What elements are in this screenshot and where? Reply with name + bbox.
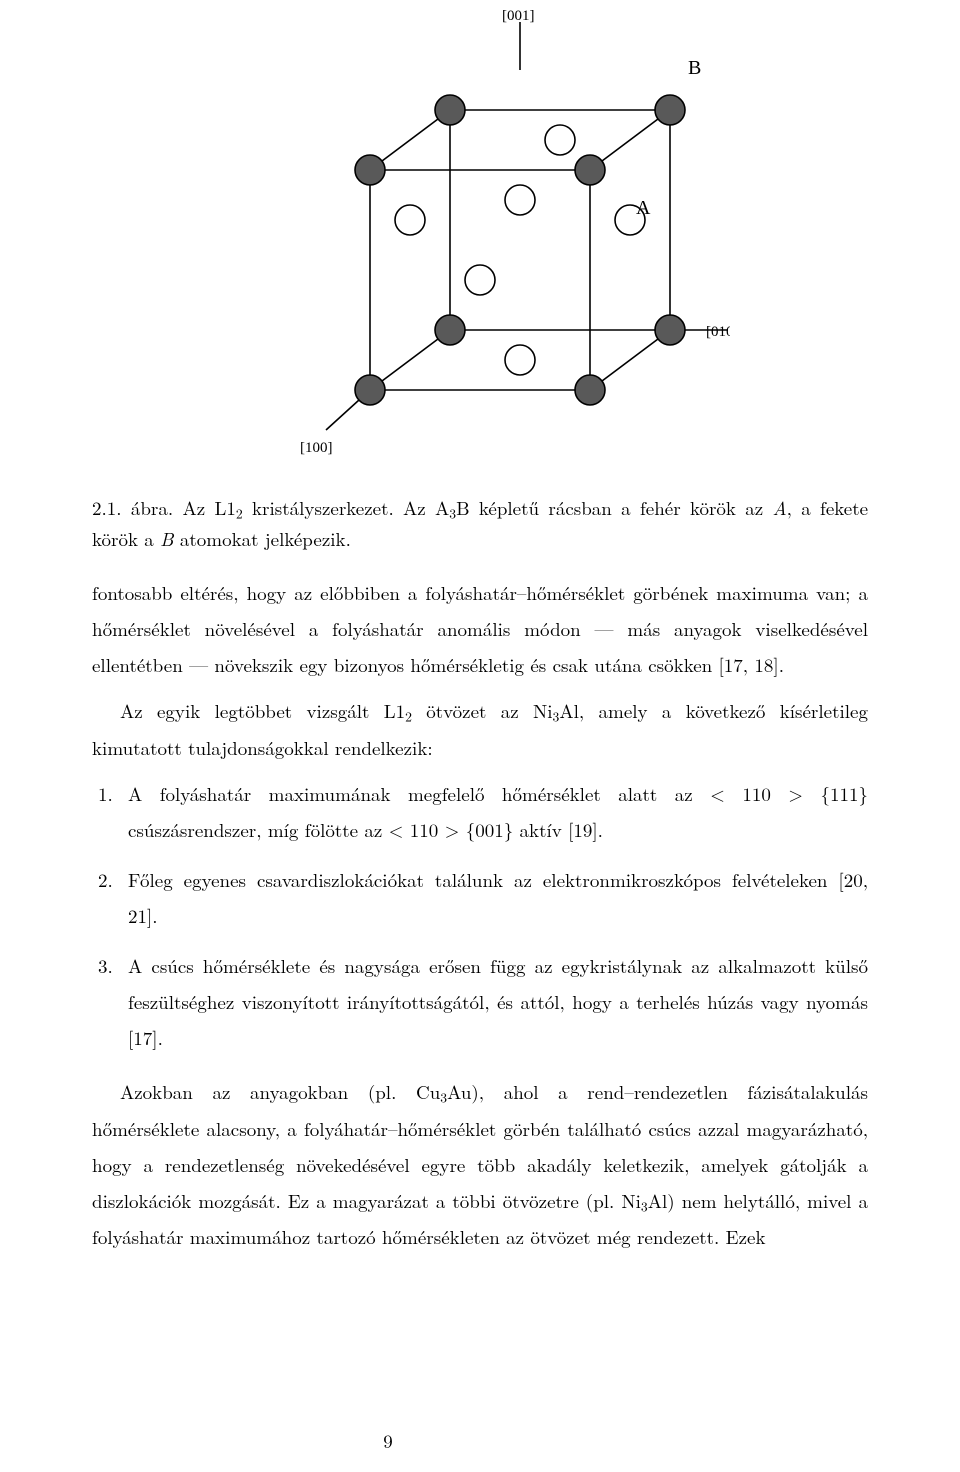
paragraph-3: Azokban az anyagokban (pl. Cu3Au), ahol … bbox=[92, 1074, 868, 1255]
list-item: 2. Főleg egyenes csavardiszlokációkat ta… bbox=[92, 862, 868, 934]
caption-text: Az L12 kristályszerkezet. Az A3B képletű… bbox=[92, 494, 868, 552]
caption-prefix: 2.1. ábra. bbox=[92, 494, 173, 521]
paragraph-2: Az egyik legtöbbet vizsgált L12 ötvözet … bbox=[92, 693, 868, 766]
item-text: Főleg egyenes csavardiszlokációkat talál… bbox=[128, 866, 868, 929]
svg-text:[001]: [001] bbox=[502, 10, 535, 24]
crystal-structure-diagram: [001] [010] [100] B A bbox=[230, 10, 730, 470]
item-number: 2. bbox=[98, 862, 113, 898]
page: [001] [010] [100] B A 2.1. ábra. Az L12 kris… bbox=[0, 0, 960, 1472]
figure-caption: 2.1. ábra. Az L12 kristályszerkezet. Az … bbox=[92, 493, 868, 553]
list-item: 1. A folyáshatár maximumának megfelelő h… bbox=[92, 776, 868, 848]
page-number: 9 bbox=[0, 1427, 868, 1454]
item-number: 1. bbox=[98, 776, 113, 812]
paragraph-1: fontosabb eltérés, hogy az előbbiben a f… bbox=[92, 575, 868, 683]
list-item: 3. A csúcs hőmérséklete és nagysága erős… bbox=[92, 948, 868, 1056]
figure-container: [001] [010] [100] B A bbox=[92, 0, 868, 475]
item-number: 3. bbox=[98, 948, 113, 984]
svg-text:B: B bbox=[688, 57, 701, 79]
svg-text:A: A bbox=[636, 197, 651, 219]
svg-text:[010]: [010] bbox=[706, 324, 730, 340]
item-text: A folyáshatár maximumának megfelelő hőmé… bbox=[128, 780, 868, 843]
item-text: A csúcs hőmérséklete és nagysága erősen … bbox=[128, 952, 868, 1051]
svg-text:[100]: [100] bbox=[300, 440, 333, 456]
enumerated-list: 1. A folyáshatár maximumának megfelelő h… bbox=[92, 776, 868, 1057]
